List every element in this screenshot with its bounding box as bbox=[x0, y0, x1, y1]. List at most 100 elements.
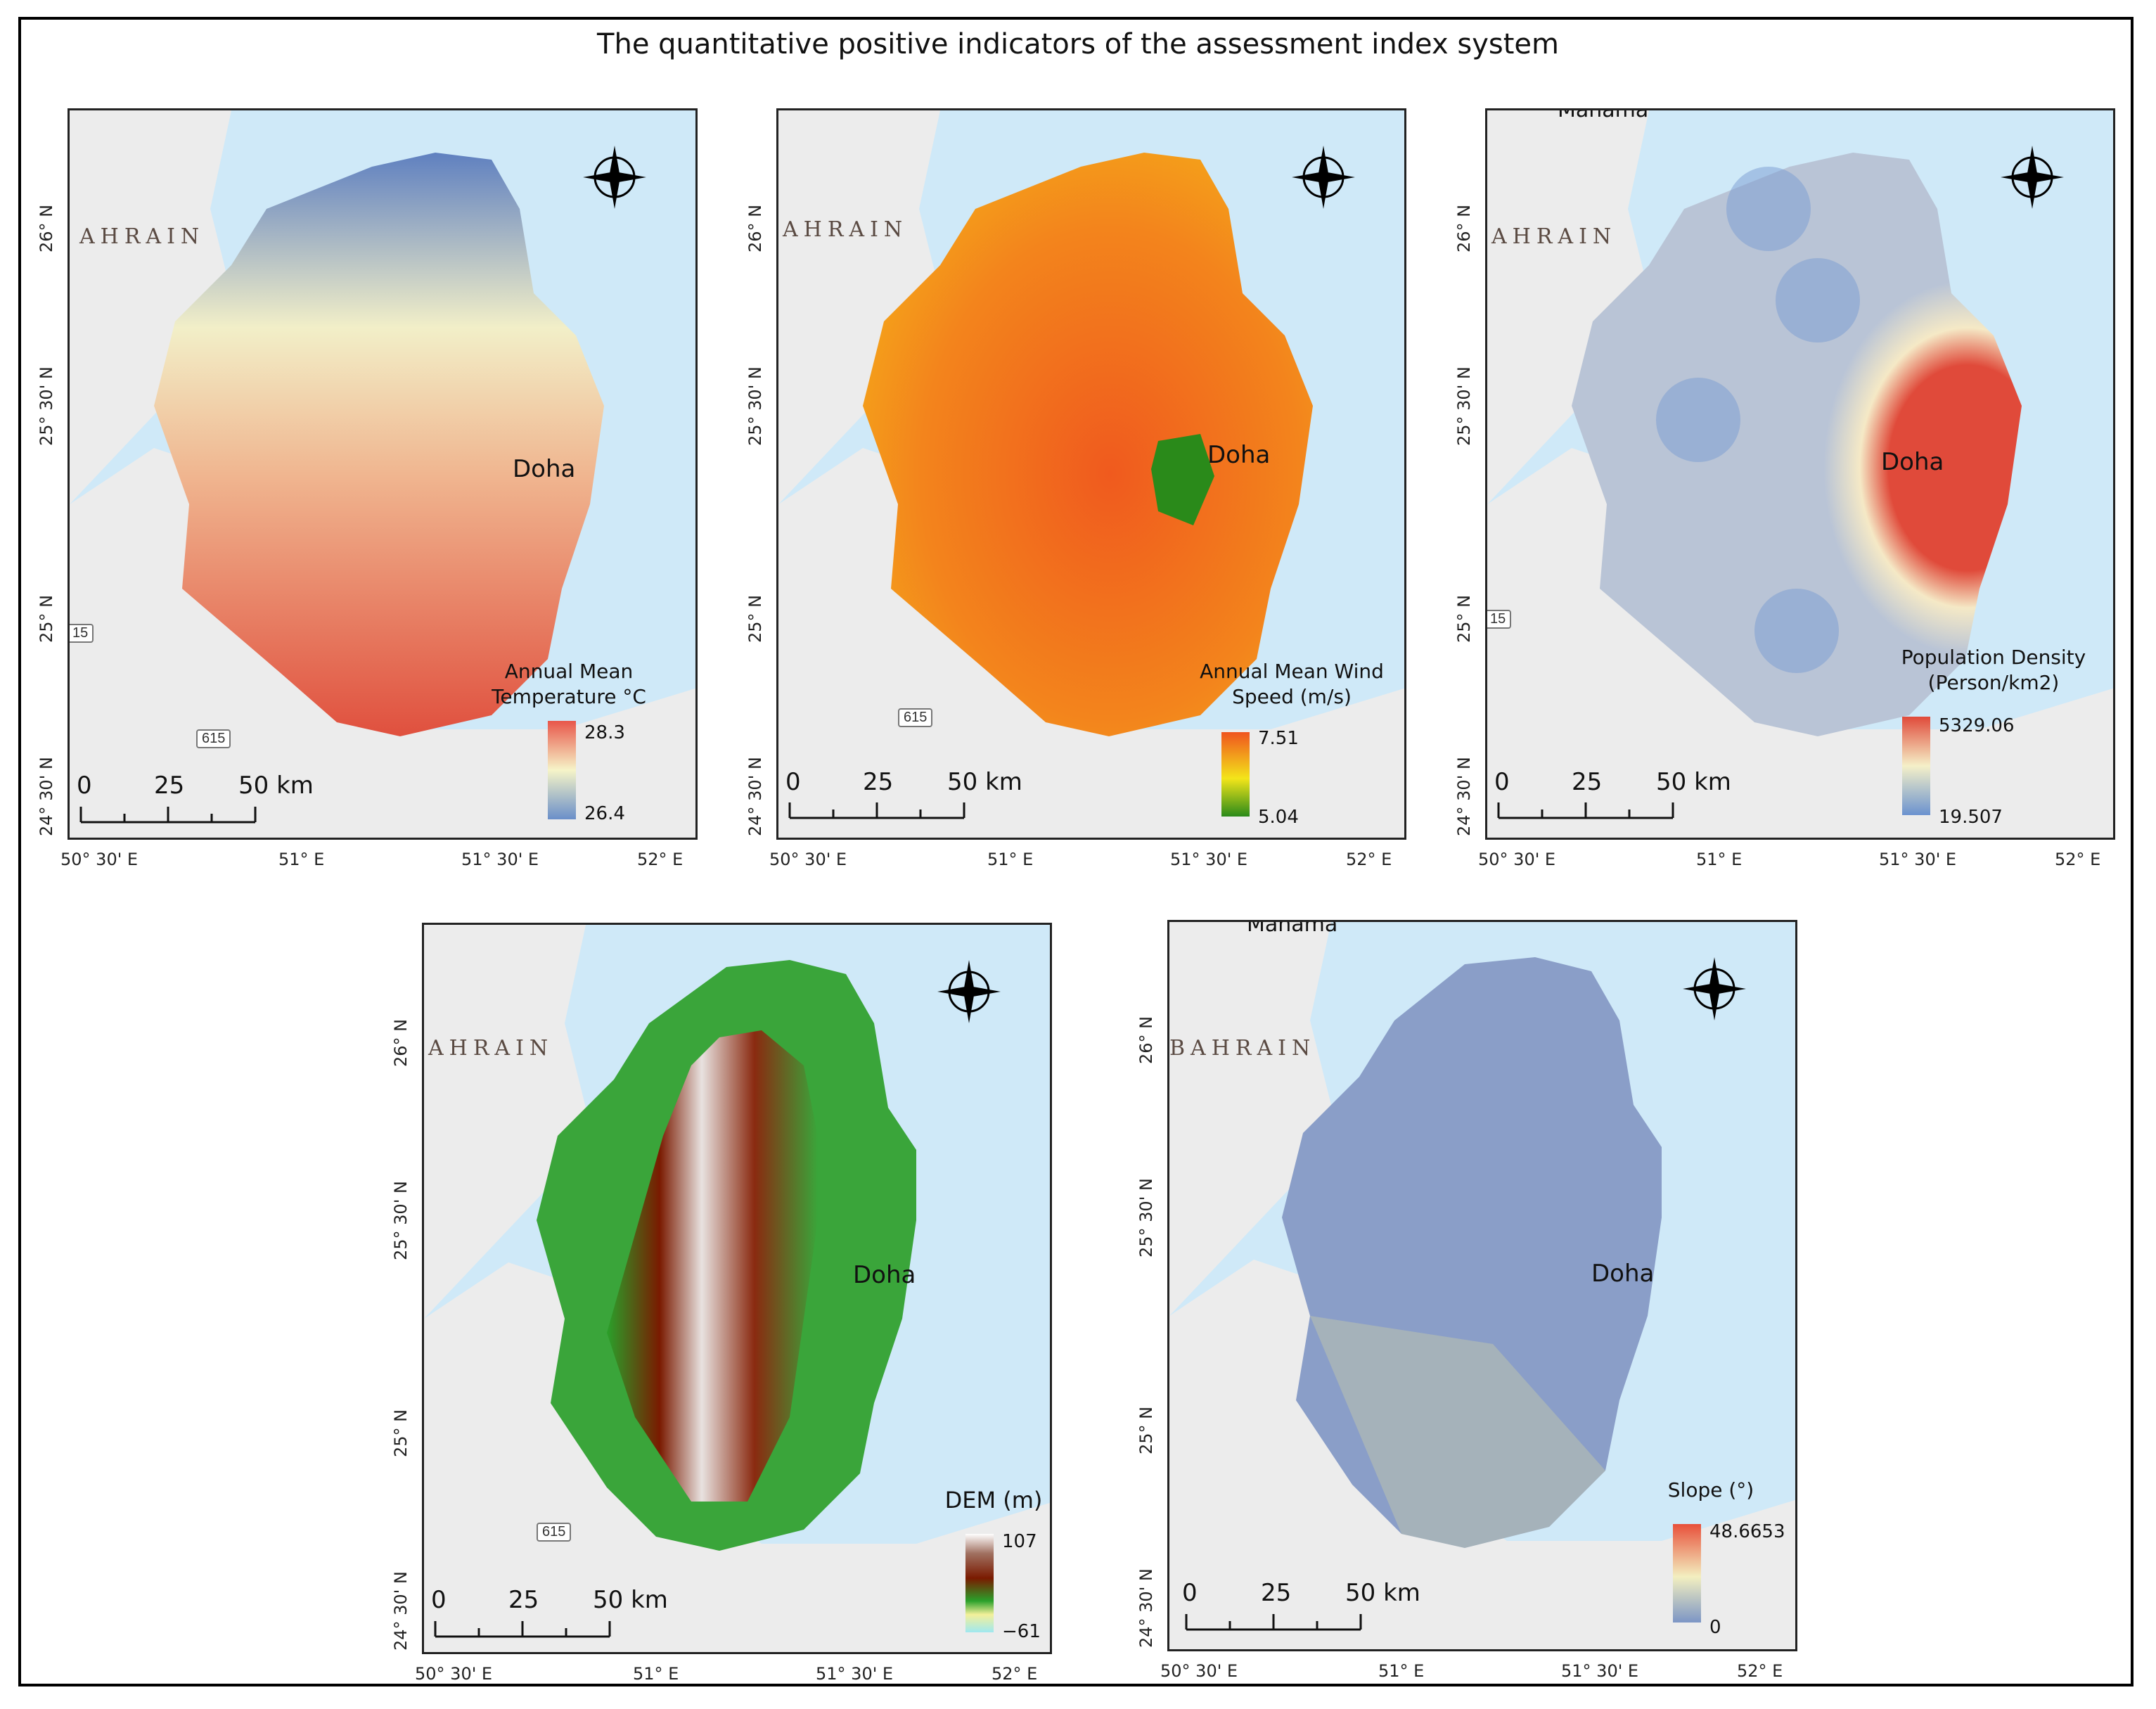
latitude-label: 24° 30' N bbox=[1136, 1568, 1156, 1648]
latitude-label: 25° N bbox=[1454, 594, 1474, 643]
longitude-label: 51° E bbox=[633, 1664, 679, 1684]
legend-colorbar bbox=[1221, 732, 1250, 817]
latitude-label: 24° 30' N bbox=[1454, 757, 1474, 836]
legend-title: Slope (°) bbox=[1667, 1478, 1754, 1502]
longitude-label: 52° E bbox=[992, 1664, 1038, 1684]
doha-label: Doha bbox=[853, 1261, 916, 1289]
latitude-label: 25° N bbox=[37, 594, 56, 643]
longitude-label: 51° 30' E bbox=[461, 850, 539, 869]
longitude-label: 50° 30' E bbox=[1160, 1661, 1238, 1681]
longitude-label: 52° E bbox=[1737, 1661, 1783, 1681]
north-arrow-icon bbox=[583, 146, 646, 209]
bahrain-label: AHRAIN bbox=[428, 1036, 554, 1061]
latitude-label: 25° N bbox=[391, 1409, 411, 1457]
longitude-label: 51° E bbox=[987, 850, 1034, 869]
longitude-label: 51° E bbox=[1378, 1661, 1425, 1681]
legend-min: 19.507 bbox=[1939, 807, 2003, 828]
scale-bar bbox=[434, 1621, 611, 1638]
legend-max: 107 bbox=[1002, 1531, 1037, 1552]
legend-max: 5329.06 bbox=[1939, 715, 2015, 736]
qatar-land bbox=[154, 153, 604, 736]
longitude-label: 51° E bbox=[278, 850, 325, 869]
legend-max: 28.3 bbox=[584, 722, 625, 743]
manama-label: Manama bbox=[1558, 108, 1649, 122]
map-panel-slope: BAHRAIN Doha Manama Slope (°) 48.6653 0 … bbox=[1167, 920, 1797, 1651]
latitude-label: 25° 30' N bbox=[391, 1181, 411, 1260]
doha-label: Doha bbox=[1881, 448, 1944, 476]
legend-title: DEM (m) bbox=[944, 1487, 1043, 1513]
latitude-label: 25° N bbox=[745, 594, 765, 643]
longitude-label: 51° 30' E bbox=[1170, 850, 1248, 869]
legend-title: Annual Mean Wind Speed (m/s) bbox=[1200, 660, 1384, 708]
scale-end: 50 km bbox=[1656, 768, 1731, 796]
latitude-label: 26° N bbox=[745, 204, 765, 252]
north-arrow-icon bbox=[1683, 957, 1746, 1020]
legend-min: −61 bbox=[1002, 1621, 1041, 1642]
map-panel-population: AHRAIN Doha Manama 15 Population Density… bbox=[1485, 108, 2115, 840]
qatar-land bbox=[1572, 153, 2022, 736]
longitude-label: 51° 30' E bbox=[1879, 850, 1957, 869]
road-shield: 615 bbox=[196, 729, 231, 748]
longitude-label: 50° 30' E bbox=[1478, 850, 1556, 869]
scale-zero: 0 bbox=[1494, 768, 1510, 796]
latitude-label: 26° N bbox=[1454, 204, 1474, 252]
legend-colorbar bbox=[965, 1534, 994, 1632]
scale-bar bbox=[1497, 802, 1674, 819]
latitude-label: 26° N bbox=[391, 1018, 411, 1067]
longitude-label: 52° E bbox=[637, 850, 684, 869]
scale-end: 50 km bbox=[238, 772, 314, 800]
bahrain-label: AHRAIN bbox=[79, 224, 205, 249]
map-panel-temperature: AHRAIN Doha 615 15 Annual Mean Temperatu… bbox=[68, 108, 698, 840]
road-shield-edge: 15 bbox=[70, 624, 94, 643]
scale-bar bbox=[79, 807, 257, 824]
longitude-label: 51° E bbox=[1696, 850, 1743, 869]
latitude-label: 25° N bbox=[1136, 1406, 1156, 1454]
legend-min: 5.04 bbox=[1258, 807, 1299, 828]
north-arrow-icon bbox=[1292, 146, 1355, 209]
dem-high-core bbox=[607, 1030, 818, 1502]
legend-title: Population Density (Person/km2) bbox=[1901, 646, 2086, 694]
latitude-label: 24° 30' N bbox=[37, 757, 56, 836]
scale-mid: 25 bbox=[154, 772, 185, 800]
scale-end: 50 km bbox=[1345, 1579, 1420, 1607]
map-panel-dem: AHRAIN Doha 615 DEM (m) 107 −61 0 25 50 … bbox=[422, 923, 1052, 1654]
scale-mid: 25 bbox=[863, 768, 894, 796]
latitude-label: 24° 30' N bbox=[391, 1571, 411, 1651]
basemap bbox=[424, 925, 1050, 1652]
latitude-label: 25° 30' N bbox=[1454, 366, 1474, 446]
longitude-label: 50° 30' E bbox=[415, 1664, 493, 1684]
legend-max: 48.6653 bbox=[1709, 1521, 1785, 1542]
map-panel-wind: AHRAIN Doha 615 Annual Mean Wind Speed (… bbox=[776, 108, 1406, 840]
scale-bar bbox=[788, 802, 965, 819]
scale-bar bbox=[1185, 1614, 1362, 1631]
bahrain-label: AHRAIN bbox=[1491, 224, 1617, 249]
basemap bbox=[1487, 110, 2113, 838]
qatar-land bbox=[863, 153, 1313, 736]
latitude-label: 25° 30' N bbox=[745, 366, 765, 446]
legend-colorbar bbox=[1902, 717, 1930, 815]
scale-zero: 0 bbox=[1182, 1579, 1198, 1607]
bahrain-label: AHRAIN bbox=[783, 217, 909, 242]
scale-mid: 25 bbox=[1572, 768, 1603, 796]
legend-colorbar bbox=[1673, 1524, 1701, 1622]
scale-mid: 25 bbox=[508, 1586, 539, 1614]
longitude-label: 51° 30' E bbox=[1561, 1661, 1639, 1681]
scale-mid: 25 bbox=[1261, 1579, 1292, 1607]
latitude-label: 26° N bbox=[1136, 1016, 1156, 1064]
road-shield: 615 bbox=[898, 708, 933, 727]
scale-end: 50 km bbox=[593, 1586, 668, 1614]
bahrain-label: BAHRAIN bbox=[1169, 1036, 1316, 1061]
latitude-label: 25° 30' N bbox=[1136, 1178, 1156, 1257]
legend-colorbar bbox=[548, 721, 576, 819]
road-shield: 615 bbox=[537, 1523, 572, 1542]
scale-zero: 0 bbox=[431, 1586, 447, 1614]
legend-max: 7.51 bbox=[1258, 728, 1299, 749]
longitude-label: 52° E bbox=[1346, 850, 1392, 869]
latitude-label: 24° 30' N bbox=[745, 757, 765, 836]
latitude-label: 26° N bbox=[37, 204, 56, 252]
scale-end: 50 km bbox=[947, 768, 1022, 796]
figure-frame bbox=[18, 17, 2133, 1686]
longitude-label: 51° 30' E bbox=[816, 1664, 894, 1684]
north-arrow-icon bbox=[937, 960, 1001, 1023]
legend-min: 0 bbox=[1709, 1617, 1721, 1638]
